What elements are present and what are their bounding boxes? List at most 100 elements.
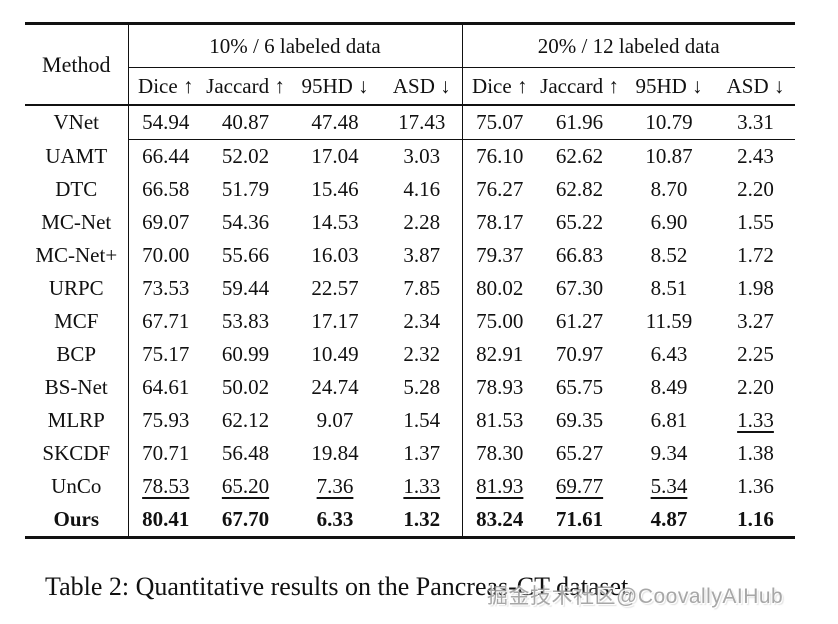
method-cell: BCP — [56, 342, 97, 366]
value-cell: 67.30 — [555, 276, 604, 300]
group-header-20pct: 20% / 12 labeled data — [461, 23, 795, 68]
value-cell: 2.28 — [403, 210, 441, 234]
value-cell: 6.33 — [316, 507, 354, 531]
method-cell: UnCo — [51, 474, 102, 498]
value-cell: 16.03 — [311, 243, 359, 267]
value-cell: 2.32 — [403, 342, 441, 366]
table-caption: Table 2: Quantitative results on the Pan… — [45, 572, 635, 601]
value-cell: 70.71 — [127, 437, 203, 470]
value-cell: 78.93 — [461, 371, 537, 404]
value-cell: 56.48 — [221, 441, 270, 465]
value-cell: 81.53 — [461, 404, 537, 437]
group-header-row: Method 10% / 6 labeled data 20% / 12 lab… — [25, 23, 795, 77]
method-cell: MLRP — [47, 408, 105, 432]
value-cell: 75.17 — [127, 338, 203, 371]
table-header: Method 10% / 6 labeled data 20% / 12 lab… — [25, 23, 795, 105]
value-cell: 78.30 — [461, 437, 537, 470]
value-cell: 83.24 — [461, 503, 537, 538]
value-cell: 47.48 — [288, 105, 382, 140]
value-cell: 65.20 — [221, 474, 270, 498]
value-cell: 81.93 — [461, 470, 537, 503]
method-cell: MCF — [54, 309, 99, 333]
value-cell: 8.52 — [650, 243, 688, 267]
method-cell: URPC — [48, 276, 104, 300]
value-cell: 1.54 — [403, 408, 441, 432]
value-cell: 65.22 — [555, 210, 604, 234]
metric-header-0-2: 95HD ↓ — [301, 73, 369, 98]
table-row: BCP 75.17 60.99 10.49 2.32 82.91 70.97 6.43 2.25 — [25, 338, 795, 371]
value-cell: 6.43 — [650, 342, 688, 366]
method-cell: UAMT — [45, 143, 108, 168]
value-cell: 60.99 — [221, 342, 270, 366]
metric-header-0-1: Jaccard ↑ — [206, 73, 285, 98]
value-cell: 1.98 — [737, 276, 774, 300]
table-row: MC-Net+ 70.00 55.66 16.03 3.87 79.37 66.83 8.52… — [25, 239, 795, 272]
value-cell: 9.07 — [316, 408, 354, 432]
value-cell: 17.04 — [311, 144, 359, 168]
value-cell: 1.55 — [737, 210, 774, 234]
metric-header-1-0: Dice ↑ — [461, 67, 537, 105]
value-cell: 8.70 — [650, 177, 688, 201]
value-cell: 10.79 — [622, 105, 716, 140]
value-cell: 6.81 — [650, 408, 688, 432]
results-table: Method 10% / 6 labeled data 20% / 12 lab… — [25, 22, 795, 539]
metric-header-0-3: ASD ↓ — [392, 73, 451, 98]
value-cell: 75.00 — [461, 305, 537, 338]
value-cell: 61.96 — [537, 105, 622, 140]
value-cell: 67.71 — [127, 305, 203, 338]
value-cell: 1.16 — [737, 507, 774, 531]
table-row: SKCDF 70.71 56.48 19.84 1.37 78.30 65.27 9.34 1.… — [25, 437, 795, 470]
metric-header-0-0: Dice ↑ — [127, 67, 203, 105]
method-cell: Ours — [53, 507, 99, 531]
value-cell: 2.34 — [403, 309, 441, 333]
value-cell: 9.34 — [650, 441, 688, 465]
metric-header-row: Dice ↑ Jaccard ↑ 95HD ↓ ASD ↓ Dice ↑ Jaccard … — [25, 67, 795, 105]
value-cell: 53.83 — [221, 309, 270, 333]
value-cell: 78.53 — [127, 470, 203, 503]
value-cell: 59.44 — [221, 276, 270, 300]
value-cell: 3.31 — [716, 105, 795, 140]
value-cell: 1.38 — [737, 441, 774, 465]
value-cell: 62.12 — [221, 408, 270, 432]
value-cell: 2.20 — [737, 375, 774, 399]
value-cell: 1.33 — [403, 474, 441, 498]
value-cell: 73.53 — [127, 272, 203, 305]
value-cell: 11.59 — [645, 309, 693, 333]
value-cell: 1.36 — [737, 474, 774, 498]
value-cell: 1.72 — [737, 243, 774, 267]
watermark: 掘金技术社区@CoovallyAIHub — [487, 585, 784, 608]
value-cell: 7.85 — [403, 276, 441, 300]
value-cell: 66.44 — [127, 139, 203, 173]
value-cell: 10.49 — [311, 342, 359, 366]
value-cell: 65.27 — [555, 441, 604, 465]
table-row: MLRP 75.93 62.12 9.07 1.54 81.53 69.35 6.81 1.33 — [25, 404, 795, 437]
value-cell: 54.94 — [127, 105, 203, 140]
value-cell: 17.17 — [311, 309, 359, 333]
value-cell: 71.61 — [555, 507, 604, 531]
value-cell: 1.37 — [403, 441, 441, 465]
value-cell: 75.93 — [127, 404, 203, 437]
metric-header-1-3: ASD ↓ — [726, 73, 785, 98]
value-cell: 2.43 — [737, 144, 774, 168]
value-cell: 69.35 — [555, 408, 604, 432]
value-cell: 79.37 — [461, 239, 537, 272]
value-cell: 76.10 — [461, 139, 537, 173]
value-cell: 3.87 — [403, 243, 441, 267]
value-cell: 75.07 — [461, 105, 537, 140]
value-cell: 7.36 — [316, 474, 354, 498]
value-cell: 50.02 — [221, 375, 270, 399]
value-cell: 65.75 — [555, 375, 604, 399]
table-row: MC-Net 69.07 54.36 14.53 2.28 78.17 65.22 6.90 1… — [25, 206, 795, 239]
value-cell: 2.20 — [737, 177, 774, 201]
method-cell: MC-Net+ — [35, 243, 118, 267]
value-cell: 66.83 — [555, 243, 604, 267]
value-cell: 15.46 — [311, 177, 359, 201]
table-row: UnCo 78.53 65.20 7.36 1.33 81.93 69.77 5.34 1.36 — [25, 470, 795, 503]
value-cell: 70.97 — [555, 342, 604, 366]
table-row: URPC 73.53 59.44 22.57 7.85 80.02 67.30 8.51 1.9… — [25, 272, 795, 305]
value-cell: 62.82 — [555, 177, 604, 201]
value-cell: 6.90 — [650, 210, 688, 234]
value-cell: 4.16 — [403, 177, 441, 201]
value-cell: 55.66 — [221, 243, 270, 267]
value-cell: 78.17 — [461, 206, 537, 239]
